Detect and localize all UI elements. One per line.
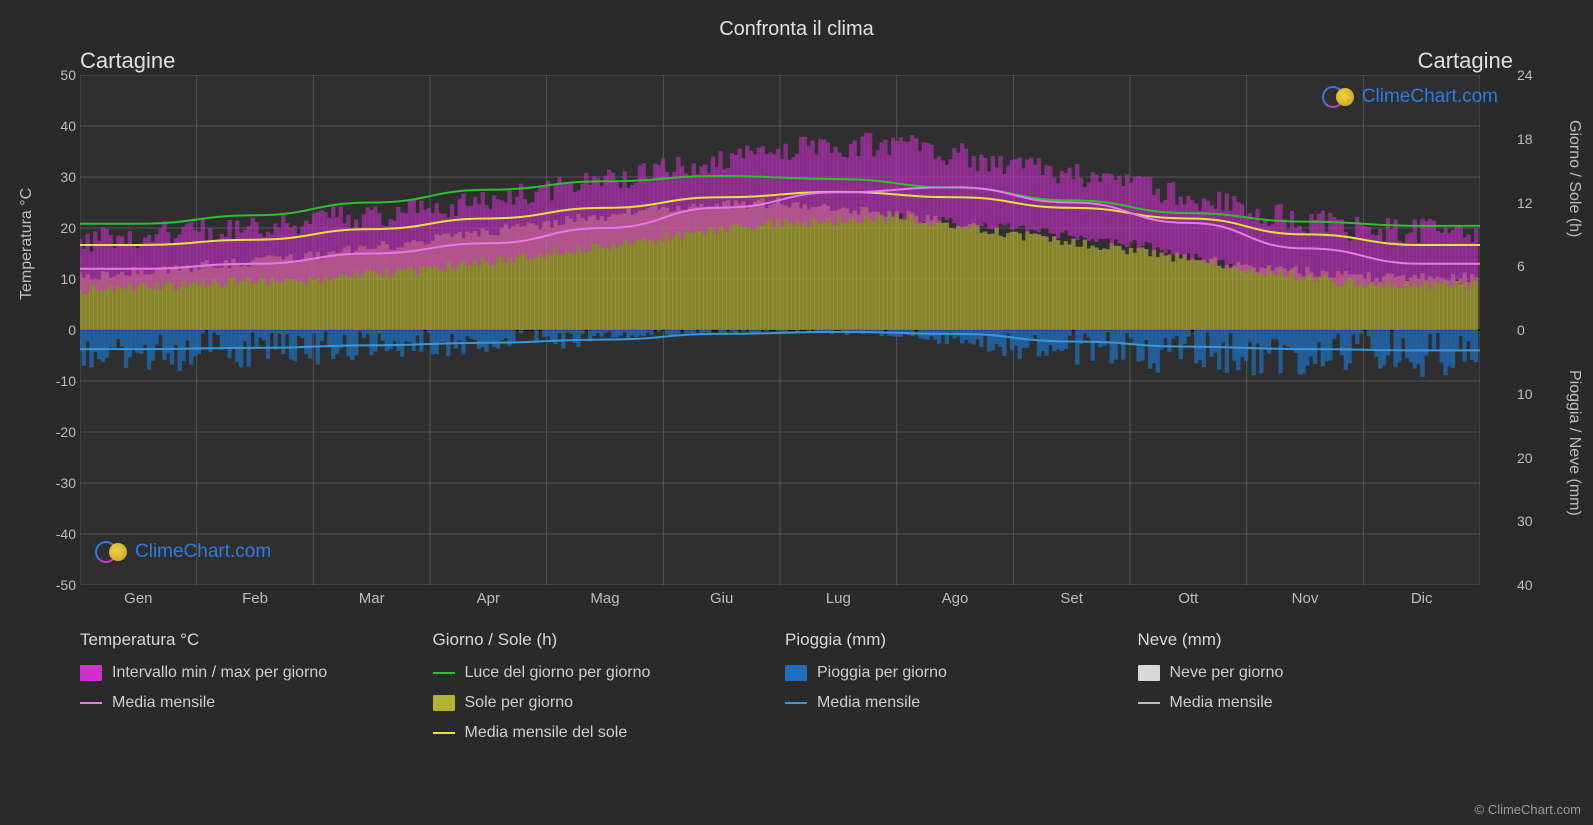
x-tick: Ott [1178, 590, 1198, 607]
y1-tick: -30 [40, 475, 76, 491]
watermark-text: ClimeChart.com [135, 541, 271, 563]
legend-swatch [1138, 702, 1160, 704]
watermark-top-right: ClimeChart.com [1322, 85, 1498, 109]
legend-swatch [80, 665, 102, 681]
climechart-logo-icon [95, 540, 129, 564]
legend-item: Media mensile [80, 694, 423, 712]
legend-swatch [785, 702, 807, 704]
y1-tick: 40 [40, 118, 76, 134]
legend-group: Temperatura °C Intervallo min / max per g… [80, 630, 423, 742]
legend-group-title: Pioggia (mm) [785, 630, 1128, 650]
legend-group-title: Giorno / Sole (h) [433, 630, 776, 650]
y2-tick: 0 [1517, 322, 1547, 338]
legend-item: Media mensile [785, 694, 1128, 712]
y1-tick: 30 [40, 169, 76, 185]
chart-title: Confronta il clima [0, 0, 1593, 41]
legend-swatch [433, 732, 455, 734]
y2-tick: 20 [1517, 450, 1547, 466]
legend-label: Media mensile del sole [465, 724, 628, 742]
legend-label: Media mensile [817, 694, 920, 712]
y2-tick: 40 [1517, 577, 1547, 593]
x-tick: Lug [826, 590, 851, 607]
legend-swatch [785, 665, 807, 681]
y-axis-left-label: Temperatura °C [18, 188, 36, 300]
legend-swatch [1138, 665, 1160, 681]
y1-tick: -20 [40, 424, 76, 440]
legend-item: Pioggia per giorno [785, 664, 1128, 682]
y2-tick: 12 [1517, 195, 1547, 211]
legend-swatch [433, 672, 455, 674]
x-tick: Mar [359, 590, 385, 607]
legend-item: Intervallo min / max per giorno [80, 664, 423, 682]
y-axis-right-ticks: 2418126010203040 [1517, 75, 1547, 585]
location-label-right: Cartagine [1418, 48, 1513, 74]
legend-item: Luce del giorno per giorno [433, 664, 776, 682]
y2-tick: 10 [1517, 386, 1547, 402]
legend-label: Media mensile [112, 694, 215, 712]
legend-item: Media mensile del sole [433, 724, 776, 742]
legend-item: Media mensile [1138, 694, 1481, 712]
y1-tick: 10 [40, 271, 76, 287]
legend-label: Luce del giorno per giorno [465, 664, 651, 682]
legend: Temperatura °C Intervallo min / max per g… [80, 630, 1480, 742]
y1-tick: -50 [40, 577, 76, 593]
legend-label: Pioggia per giorno [817, 664, 947, 682]
x-tick: Gen [124, 590, 152, 607]
copyright: © ClimeChart.com [1475, 802, 1581, 817]
x-tick: Ago [942, 590, 969, 607]
x-tick: Mag [590, 590, 619, 607]
climechart-logo-icon [1322, 85, 1356, 109]
y1-tick: -40 [40, 526, 76, 542]
watermark-bottom-left: ClimeChart.com [95, 540, 271, 564]
legend-group: Pioggia (mm) Pioggia per giorno Media mens… [785, 630, 1128, 742]
y2-tick: 6 [1517, 258, 1547, 274]
legend-group: Giorno / Sole (h) Luce del giorno per gio… [433, 630, 776, 742]
climate-chart [80, 75, 1480, 585]
x-tick: Feb [242, 590, 268, 607]
x-tick: Dic [1411, 590, 1433, 607]
location-label-left: Cartagine [80, 48, 175, 74]
y2-tick: 18 [1517, 131, 1547, 147]
legend-item: Neve per giorno [1138, 664, 1481, 682]
y1-tick: -10 [40, 373, 76, 389]
legend-group: Neve (mm) Neve per giorno Media mensile [1138, 630, 1481, 742]
legend-label: Intervallo min / max per giorno [112, 664, 327, 682]
legend-swatch [80, 702, 102, 704]
x-tick: Giu [710, 590, 733, 607]
legend-group-title: Temperatura °C [80, 630, 423, 650]
watermark-text: ClimeChart.com [1362, 86, 1498, 108]
legend-label: Media mensile [1170, 694, 1273, 712]
y-axis-right-top-label: Giorno / Sole (h) [1565, 120, 1583, 237]
legend-group-title: Neve (mm) [1138, 630, 1481, 650]
x-tick: Nov [1292, 590, 1319, 607]
legend-swatch [433, 695, 455, 711]
y1-tick: 50 [40, 67, 76, 83]
legend-item: Sole per giorno [433, 694, 776, 712]
y1-tick: 20 [40, 220, 76, 236]
x-tick: Set [1060, 590, 1083, 607]
y-axis-right-bottom-label: Pioggia / Neve (mm) [1565, 370, 1583, 516]
y1-tick: 0 [40, 322, 76, 338]
y2-tick: 24 [1517, 67, 1547, 83]
y2-tick: 30 [1517, 513, 1547, 529]
x-tick: Apr [477, 590, 500, 607]
chart-svg [80, 75, 1480, 585]
legend-label: Sole per giorno [465, 694, 574, 712]
legend-label: Neve per giorno [1170, 664, 1284, 682]
y-axis-left-ticks: -50-40-30-20-1001020304050 [40, 75, 76, 585]
